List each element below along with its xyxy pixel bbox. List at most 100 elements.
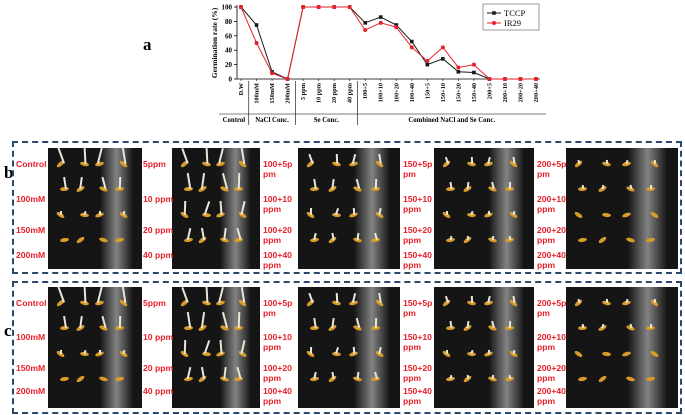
group-label: Combined NaCl and Se Conc.	[408, 117, 495, 124]
x-tick-label: 150+20	[455, 83, 462, 102]
sprout	[309, 346, 312, 354]
panel_c-photo-1-0	[298, 287, 400, 408]
x-tick-label: 10 ppm	[316, 82, 323, 103]
sprout	[122, 349, 125, 354]
seed	[601, 350, 612, 357]
point-TCCP	[441, 57, 445, 61]
legend-marker	[492, 11, 496, 15]
panel_b-label-right-1-0: 100+5p pm	[263, 159, 293, 179]
photo-glare	[99, 148, 133, 269]
point-IR29	[440, 45, 445, 50]
sprout	[605, 298, 608, 304]
seed	[59, 376, 70, 382]
panel_b-label-right-0-0: 5ppm	[143, 159, 166, 169]
panel_b-label-right-2-2: 150+20 ppm	[403, 225, 432, 245]
x-tick-label: 100+5	[362, 83, 369, 99]
panel_b-photo-1-0	[298, 148, 400, 269]
point-IR29	[425, 59, 430, 63]
sprout	[83, 287, 86, 304]
seed	[59, 237, 70, 243]
panel_c-photo-0-1	[172, 287, 260, 408]
seed	[601, 211, 612, 218]
sprout	[118, 316, 121, 329]
point-IR29	[378, 20, 383, 25]
panel_b-label-right-0-3: 40 ppm	[143, 250, 174, 260]
x-tick-label: 100+20	[393, 83, 400, 102]
point-IR29	[316, 5, 321, 9]
x-tick-label: 200+40	[533, 83, 540, 102]
point-IR29	[270, 71, 275, 76]
panel_b-label-right-2-0: 150+5p pm	[403, 159, 433, 179]
sprout	[487, 210, 490, 215]
point-IR29	[518, 77, 523, 81]
photo-glare	[627, 148, 667, 269]
point-IR29	[301, 5, 306, 9]
point-TCCP	[425, 62, 430, 67]
sprout	[118, 177, 121, 190]
x-tick-label: 200+20	[517, 83, 524, 102]
x-tick-label: 200+5	[486, 83, 493, 99]
x-tick-label: 40 ppm	[347, 82, 354, 103]
x-tick-label: 200mM	[285, 83, 292, 104]
sprout	[335, 153, 338, 165]
group-label: NaCl Conc.	[255, 117, 289, 124]
photo-glare	[489, 287, 524, 408]
legend-entry: IR29	[504, 18, 521, 28]
seed	[179, 159, 190, 169]
panel_b-label-right-0-2: 20 ppm	[143, 225, 174, 235]
panel_c-label-right-2-3: 150+40 ppm	[403, 386, 432, 406]
x-tick-label: 100mM	[254, 83, 261, 104]
panel_c-label-right-3-0: 200+5p pm	[537, 298, 567, 318]
sprout	[98, 210, 101, 215]
panel_b-label-right-1-2: 100+20 ppm	[263, 225, 292, 245]
panel_b-label-right-3-3: 200+40 ppm	[537, 250, 566, 270]
sprout	[649, 324, 652, 329]
panel-b-letter: b	[4, 163, 14, 182]
point-TCCP	[409, 39, 414, 44]
panel_c-label-right-0-1: 10 ppm	[143, 332, 174, 342]
sprout	[82, 210, 86, 215]
legend-box	[482, 3, 540, 31]
panel_c-label-right-1-3: 100+40 ppm	[263, 386, 292, 406]
seed	[75, 374, 85, 384]
x-tick-label: 150mM	[269, 83, 276, 104]
y-tick-label: 20	[225, 61, 233, 69]
point-IR29	[471, 62, 476, 67]
sprout	[508, 182, 511, 190]
panel_c-photo-2-0	[434, 287, 534, 408]
panel_b-photo-0-0	[48, 148, 142, 269]
sprout	[313, 318, 317, 329]
y-tick-label: 60	[225, 32, 233, 40]
panel_b-label-left-0-1: 100mM	[16, 194, 46, 204]
panel_b-label-right-3-1: 200+10 ppm	[537, 194, 566, 214]
sprout	[122, 210, 125, 215]
sprout	[445, 210, 448, 215]
point-IR29	[394, 25, 399, 30]
photo-glare	[220, 287, 252, 408]
x-tick-label: 150+5	[424, 83, 431, 99]
sprout	[313, 179, 317, 190]
legend-entry: TCCP	[504, 8, 526, 18]
sprout	[335, 292, 338, 304]
x-tick-label: 150+10	[440, 83, 447, 102]
group-label: Se Conc.	[314, 117, 340, 124]
point-TCCP	[378, 15, 383, 19]
panel_b-label-right-1-1: 100+10 ppm	[263, 194, 292, 214]
x-tick-label: 150+40	[471, 83, 478, 102]
point-IR29	[285, 77, 290, 81]
seed	[179, 298, 190, 308]
photo-glare	[354, 287, 390, 408]
sprout	[82, 349, 86, 354]
point-IR29	[534, 77, 538, 81]
point-TCCP	[363, 21, 368, 25]
panel_c-label-right-1-2: 100+20 ppm	[263, 363, 292, 383]
seed	[573, 210, 584, 219]
x-tick-label: 100+10	[378, 83, 385, 102]
panel_b-label-right-3-0: 200+5p pm	[537, 159, 567, 179]
sprout	[581, 324, 584, 329]
photo-glare	[627, 287, 667, 408]
sprout	[449, 321, 453, 329]
panel_c-label-left-0-2: 150mM	[16, 363, 46, 373]
sprout	[309, 207, 312, 215]
